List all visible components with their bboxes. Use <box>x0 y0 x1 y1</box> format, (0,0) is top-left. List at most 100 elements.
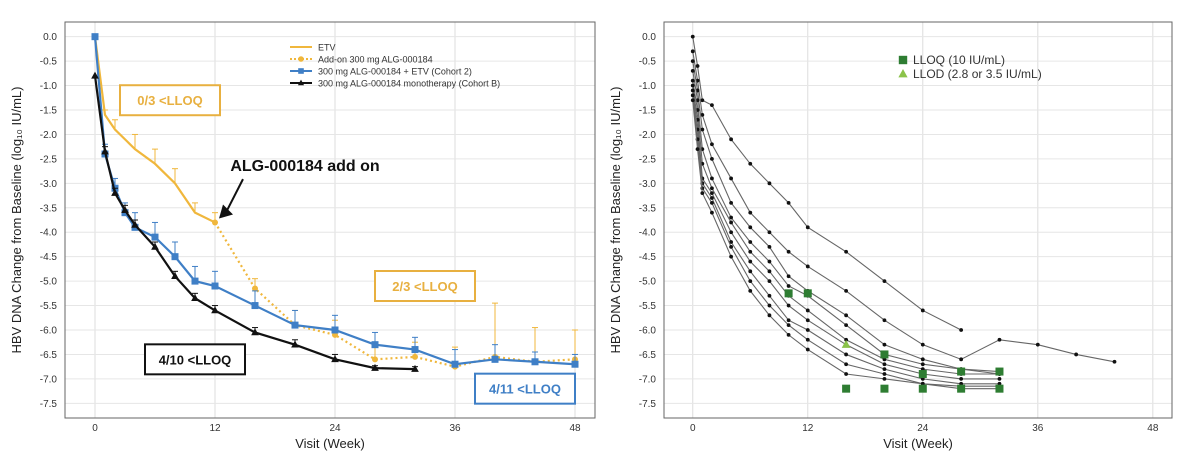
data-point <box>690 59 695 64</box>
y-tick-label: -1.0 <box>40 81 58 92</box>
data-point <box>729 137 733 142</box>
data-point <box>331 355 339 363</box>
x-tick-label: 48 <box>569 423 581 434</box>
y-tick-label: -2.0 <box>40 130 58 141</box>
data-point <box>571 360 579 368</box>
data-point <box>767 313 772 318</box>
y-tick-label: -3.5 <box>40 203 58 214</box>
data-point <box>844 337 849 342</box>
data-point <box>690 49 695 54</box>
data-point <box>882 318 887 323</box>
legend: LLOQ (10 IU/mL)LLOD (2.8 or 3.5 IU/mL) <box>898 53 1042 81</box>
data-point <box>748 259 753 264</box>
data-point <box>690 88 695 93</box>
data-point <box>729 244 733 249</box>
data-point <box>786 332 791 337</box>
lloq-marker <box>880 350 889 359</box>
data-point <box>748 288 753 293</box>
series-line <box>93 36 216 224</box>
annotation-arrowhead <box>219 204 233 219</box>
data-point <box>690 83 695 88</box>
data-point <box>844 372 849 376</box>
lloq-marker <box>957 367 966 376</box>
x-tick-label: 36 <box>449 423 461 434</box>
data-point <box>131 220 139 228</box>
y-tick-label: -7.0 <box>40 374 58 385</box>
data-point <box>748 269 753 274</box>
lloq-markers <box>784 289 1004 393</box>
plot-frame <box>64 21 596 419</box>
annotation-label: 4/11 <LLOQ <box>489 382 561 397</box>
data-point <box>748 249 753 254</box>
data-point <box>959 376 964 381</box>
subject-line-6 <box>690 88 1002 386</box>
series-line <box>692 80 1000 375</box>
y-tick-label: -3.0 <box>639 179 657 190</box>
data-point <box>767 181 772 186</box>
y-tick-label: -6.0 <box>639 326 657 337</box>
y-axis-label: HBV DNA Change from Baseline (log₁₀ IU/m… <box>9 87 24 354</box>
y-tick-label: -6.5 <box>639 350 657 361</box>
data-point <box>491 355 499 363</box>
data-point <box>748 210 753 215</box>
y-tick-label: -4.0 <box>40 228 58 239</box>
data-point <box>710 186 714 191</box>
data-point <box>212 219 218 226</box>
data-point <box>805 318 810 323</box>
lloq-marker <box>784 289 793 298</box>
data-point <box>882 376 887 381</box>
data-point <box>710 156 714 161</box>
data-point <box>291 340 299 348</box>
llod-markers <box>841 339 851 348</box>
legend-label: ETV <box>318 43 336 53</box>
data-point <box>805 337 810 342</box>
data-point <box>920 342 925 347</box>
data-point <box>291 321 299 329</box>
data-point <box>211 282 219 290</box>
lloq-marker <box>880 384 889 393</box>
y-tick-label: -6.5 <box>40 350 58 361</box>
series-line <box>692 70 1000 373</box>
data-point <box>805 225 810 230</box>
subject-line-2 <box>690 59 1002 376</box>
x-tick-label: 36 <box>1032 423 1044 434</box>
data-point <box>767 279 772 284</box>
data-point <box>1112 359 1117 364</box>
legend-label: LLOD (2.8 or 3.5 IU/mL) <box>913 67 1042 81</box>
data-point <box>767 259 772 264</box>
data-point <box>748 225 753 230</box>
annotation-label: 4/10 <LLOQ <box>159 352 232 367</box>
data-point <box>531 358 539 366</box>
data-point <box>91 71 99 79</box>
series-line <box>692 51 1115 363</box>
subject-line-4 <box>690 78 1002 376</box>
data-point <box>786 323 791 328</box>
data-point <box>251 328 259 336</box>
y-tick-label: -1.5 <box>639 106 657 117</box>
data-point <box>251 302 259 310</box>
x-tick-label: 24 <box>917 423 929 434</box>
annotation-label: 0/3 <LLOQ <box>137 93 202 108</box>
data-point <box>700 127 705 132</box>
data-point <box>882 367 887 372</box>
data-point <box>710 196 714 200</box>
data-point <box>171 253 179 261</box>
data-point <box>786 318 791 323</box>
y-tick-label: -5.5 <box>639 301 657 312</box>
data-point <box>191 277 199 285</box>
data-point <box>844 249 849 254</box>
data-point <box>959 357 964 362</box>
data-point <box>805 264 810 269</box>
data-point <box>729 215 733 220</box>
y-tick-label: -5.0 <box>639 277 657 288</box>
annotations: 0/3 <LLOQ ALG-000184 add on 2/3 <LLOQ 4/10 … <box>119 84 576 405</box>
lloq-marker <box>842 384 851 393</box>
series-line <box>692 95 1000 390</box>
y-tick-label: -4.5 <box>40 252 58 263</box>
series-line <box>692 90 1000 385</box>
legend: ETV Add-on 300 mg ALG-000184 300 mg ALG-00… <box>290 43 500 89</box>
y-tick-label: -4.5 <box>639 252 657 263</box>
data-point <box>695 64 700 68</box>
data-point <box>786 200 791 205</box>
